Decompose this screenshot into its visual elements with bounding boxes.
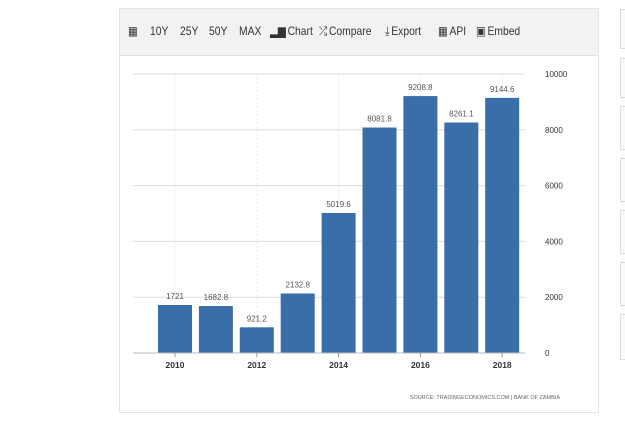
bar-value-label: 9144.6	[490, 85, 515, 94]
x-tick-label: 2010	[166, 360, 185, 370]
embed-label: Embed	[487, 24, 521, 38]
bar-value-label: 2132.8	[285, 280, 310, 289]
range-max-button[interactable]: MAX	[239, 24, 262, 38]
bar-value-label: 1682.8	[204, 293, 229, 302]
bar-value-label: 5019.6	[326, 200, 351, 209]
image-icon: ▣	[476, 24, 486, 38]
y-tick-label: 0	[545, 349, 550, 358]
compare-button[interactable]: ⤮ Compare	[319, 24, 371, 39]
bar	[403, 96, 438, 354]
bar-value-label: 8081.8	[367, 115, 392, 124]
embed-button[interactable]: ▣ Embed	[476, 24, 520, 38]
download-icon: ⤓	[385, 24, 390, 38]
bar-value-label: 1721	[166, 292, 184, 301]
bar	[321, 212, 356, 353]
source-note: SOURCE: TRADINGECONOMICS.COM | BANK OF Z…	[410, 395, 560, 401]
side-tab[interactable]	[620, 9, 625, 49]
x-tick-label: 2012	[247, 360, 266, 370]
y-tick-label: 10000	[545, 70, 568, 79]
bar	[444, 122, 479, 353]
bar	[362, 127, 397, 353]
side-tab[interactable]	[620, 210, 625, 254]
y-tick-label: 8000	[545, 126, 563, 135]
range-25y-button[interactable]: 25Y	[180, 24, 199, 38]
x-tick-label: 2018	[493, 360, 512, 370]
grid-icon: ▦	[438, 24, 448, 38]
chart-type-label: Chart	[287, 24, 313, 38]
side-tab[interactable]	[620, 262, 625, 306]
range-50y-button[interactable]: 50Y	[209, 24, 228, 38]
x-tick-label: 2016	[411, 360, 430, 370]
range-10y-button[interactable]: 10Y	[150, 24, 169, 38]
bar-chart-icon: ▂▆	[270, 24, 286, 38]
side-tab[interactable]	[620, 158, 625, 202]
y-tick-label: 6000	[545, 182, 563, 191]
y-tick-label: 4000	[545, 237, 563, 246]
bar-value-label: 9208.8	[408, 83, 433, 92]
side-tab[interactable]	[620, 106, 625, 150]
calendar-icon[interactable]: ▦	[128, 24, 138, 38]
side-tab[interactable]	[620, 58, 625, 98]
api-button[interactable]: ▦ API	[438, 24, 466, 38]
api-label: API	[449, 24, 467, 38]
bar	[198, 306, 233, 353]
bar-value-label: 921.2	[247, 314, 268, 323]
bar	[158, 304, 192, 353]
chart-toolbar: ▦ 10Y 25Y 50Y MAX ▂▆ Chart ⤮ Compare ⤓ Expo…	[120, 9, 598, 56]
side-tab[interactable]	[620, 314, 625, 360]
shuffle-icon: ⤮	[319, 24, 328, 38]
export-button[interactable]: ⤓ Export	[385, 24, 421, 39]
bar	[239, 327, 274, 353]
compare-label: Compare	[328, 24, 372, 38]
x-tick-label: 2014	[329, 360, 348, 370]
export-label: Export	[391, 24, 422, 38]
bar-value-label: 8261.1	[449, 110, 474, 119]
chart-type-button[interactable]: ▂▆ Chart	[270, 24, 313, 38]
bar	[485, 97, 520, 353]
bar	[280, 293, 315, 353]
y-tick-label: 2000	[545, 293, 563, 302]
